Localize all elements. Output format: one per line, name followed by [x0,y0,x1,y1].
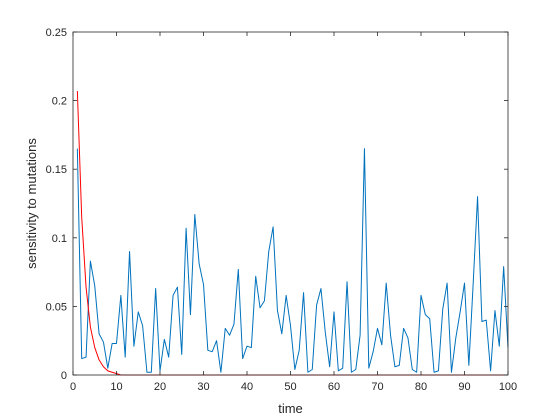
y-tick-label: 0 [61,370,67,382]
x-tick-label: 50 [284,381,296,393]
x-tick-label: 10 [110,381,122,393]
x-tick-label: 0 [70,381,76,393]
y-tick-label: 0.05 [46,301,67,313]
y-tick-label: 0.25 [46,27,67,39]
plot-area [73,32,508,375]
x-tick-label: 100 [499,381,517,393]
x-tick-label: 20 [154,381,166,393]
y-axis-label: sensitivity to mutations [24,138,39,269]
x-tick-label: 60 [328,381,340,393]
tick-layer: 0 10 20 30 40 50 60 70 80 90 100 0 0.05 0.1 0.15 0.2 0.2… [46,27,518,393]
x-tick-label: 70 [371,381,383,393]
plot-frame [72,31,509,376]
y-tick-label: 0.15 [46,164,67,176]
x-axis-label: time [278,401,303,416]
x-tick-label: 80 [415,381,427,393]
x-tick-label: 90 [458,381,470,393]
x-tick-label: 30 [197,381,209,393]
x-tick-label: 40 [241,381,253,393]
series-line-1 [76,148,509,373]
y-tick-label: 0.1 [52,233,67,245]
y-tick-label: 0.2 [52,96,67,108]
